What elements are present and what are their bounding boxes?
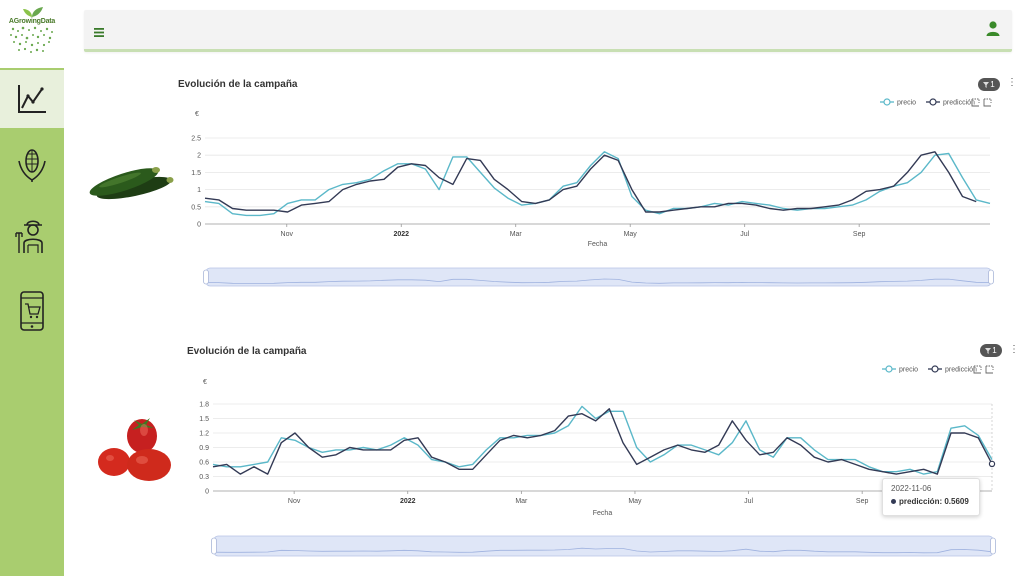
y-tick-label: 0.5 [191, 204, 201, 211]
app-logo[interactable]: AGrowingData [0, 0, 64, 68]
zoom-slider-handle[interactable] [990, 537, 996, 555]
legend-label: precio [897, 100, 916, 107]
tooltip-value-row: predicción: 0.5609 [891, 497, 971, 506]
series-line-prediccion [204, 151, 977, 213]
tooltip-marker [891, 499, 896, 504]
farmer-icon [15, 220, 43, 253]
hamburger-icon [94, 28, 104, 37]
menu-button[interactable] [94, 24, 104, 42]
legend-label: precio [899, 367, 918, 374]
corn-icon [18, 149, 46, 182]
y-tick-label: 0.3 [199, 474, 209, 481]
y-tick-label: 0 [205, 489, 209, 496]
x-axis-label: Fecha [588, 241, 608, 248]
sidebar-item-crops[interactable] [0, 136, 64, 194]
x-tick-label: Sep [853, 231, 866, 238]
chart-1: 0 0.5 1 1.5 2 2.5 € Nov 2022 Mar May Jul Sep Fecha pre… [191, 98, 994, 287]
y-axis-label: € [203, 379, 207, 386]
icon-stroke [986, 365, 994, 370]
y-tick-label: 2.5 [191, 136, 201, 143]
restore-icon[interactable] [985, 365, 994, 374]
y-tick-label: 1.5 [191, 170, 201, 177]
zoom-reset-icon[interactable] [971, 98, 980, 107]
icon-stroke [984, 98, 992, 103]
legend-label: predicción [945, 367, 977, 374]
y-axis-label: € [195, 111, 199, 118]
y-tick-label: 1.2 [199, 431, 209, 438]
series-line-precio [204, 151, 991, 217]
x-tick-label: 2022 [393, 231, 409, 238]
x-tick-label: May [628, 498, 642, 505]
tomato-image [92, 408, 174, 493]
zoom-slider-handle[interactable] [203, 269, 209, 285]
hover-point [988, 460, 996, 468]
sidebar: AGrowingData [0, 0, 64, 576]
legend-marker [885, 365, 893, 373]
chart-tooltip: 2022-11-06 predicción: 0.5609 [882, 478, 980, 516]
tooltip-date: 2022-11-06 [891, 484, 932, 493]
y-tick-label: 0.9 [199, 445, 209, 452]
y-tick-label: 1 [197, 187, 201, 194]
x-axis-label: Fecha [593, 510, 613, 517]
zoom-slider-preview [212, 547, 993, 554]
leaf-icon [23, 7, 43, 17]
chart-2: 00.30.60.91.21.51.8€Nov2022MarMayJulSepN… [199, 365, 996, 557]
x-tick-label: Sep [856, 498, 869, 505]
filter-icon [985, 347, 992, 354]
y-tick-label: 2 [197, 153, 201, 160]
y-tick-label: 1.5 [199, 416, 209, 423]
mobile-cart-icon [20, 291, 44, 331]
zoom-reset-icon[interactable] [973, 365, 982, 374]
y-tick-label: 0 [197, 222, 201, 229]
icon-stroke [973, 366, 981, 374]
icon-stroke [971, 99, 979, 107]
legend-marker [931, 365, 939, 373]
x-tick-label: May [624, 231, 638, 238]
sidebar-item-market[interactable] [0, 282, 64, 340]
chart-1-filter-count: 1 [990, 80, 995, 89]
top-bar [84, 10, 1012, 52]
user-button[interactable] [986, 21, 1000, 41]
filter-icon [983, 81, 990, 88]
chart-2-filter-button[interactable]: 1 [980, 344, 1002, 357]
tooltip-value: predicción: 0.5609 [899, 497, 969, 506]
zoom-slider-preview [204, 278, 991, 284]
y-tick-label: 1.8 [199, 402, 209, 409]
sidebar-item-farmers[interactable] [0, 206, 64, 264]
x-tick-label: Jul [744, 498, 753, 505]
line-chart-icon [18, 85, 46, 113]
icon-stroke [985, 366, 993, 374]
logo-text: AGrowingData [8, 18, 56, 25]
user-icon [986, 21, 1000, 36]
zoom-slider-handle[interactable] [211, 537, 217, 555]
legend-marker [929, 98, 937, 106]
zoom-slider[interactable] [213, 535, 994, 557]
zoom-slider[interactable] [205, 267, 992, 287]
x-tick-label: 2022 [400, 498, 416, 505]
zucchini-image [84, 150, 176, 215]
logo-globe-icon [10, 26, 53, 53]
legend-marker [883, 98, 891, 106]
x-tick-label: Nov [288, 498, 301, 505]
restore-icon[interactable] [983, 98, 992, 107]
sidebar-item-dashboard[interactable] [0, 70, 64, 128]
series-line-precio [212, 405, 993, 475]
chart-1-more-menu[interactable]: ⋮ [1007, 77, 1017, 88]
chart-1-filter-button[interactable]: 1 [978, 78, 1000, 91]
zoom-slider-handle[interactable] [988, 269, 994, 285]
chart-1-title: Evolución de la campaña [178, 79, 298, 90]
y-tick-label: 0.6 [199, 460, 209, 467]
x-tick-label: Nov [281, 231, 294, 238]
chart-2-filter-count: 1 [992, 346, 997, 355]
legend-label: predicción [943, 100, 975, 107]
x-tick-label: Jul [740, 231, 749, 238]
chart-2-more-menu[interactable]: ⋮ [1009, 344, 1019, 355]
series-line-prediccion [212, 408, 993, 475]
chart-2-title: Evolución de la campaña [187, 346, 307, 357]
x-tick-label: Mar [510, 231, 523, 238]
icon-stroke [983, 99, 991, 107]
x-tick-label: Mar [515, 498, 528, 505]
